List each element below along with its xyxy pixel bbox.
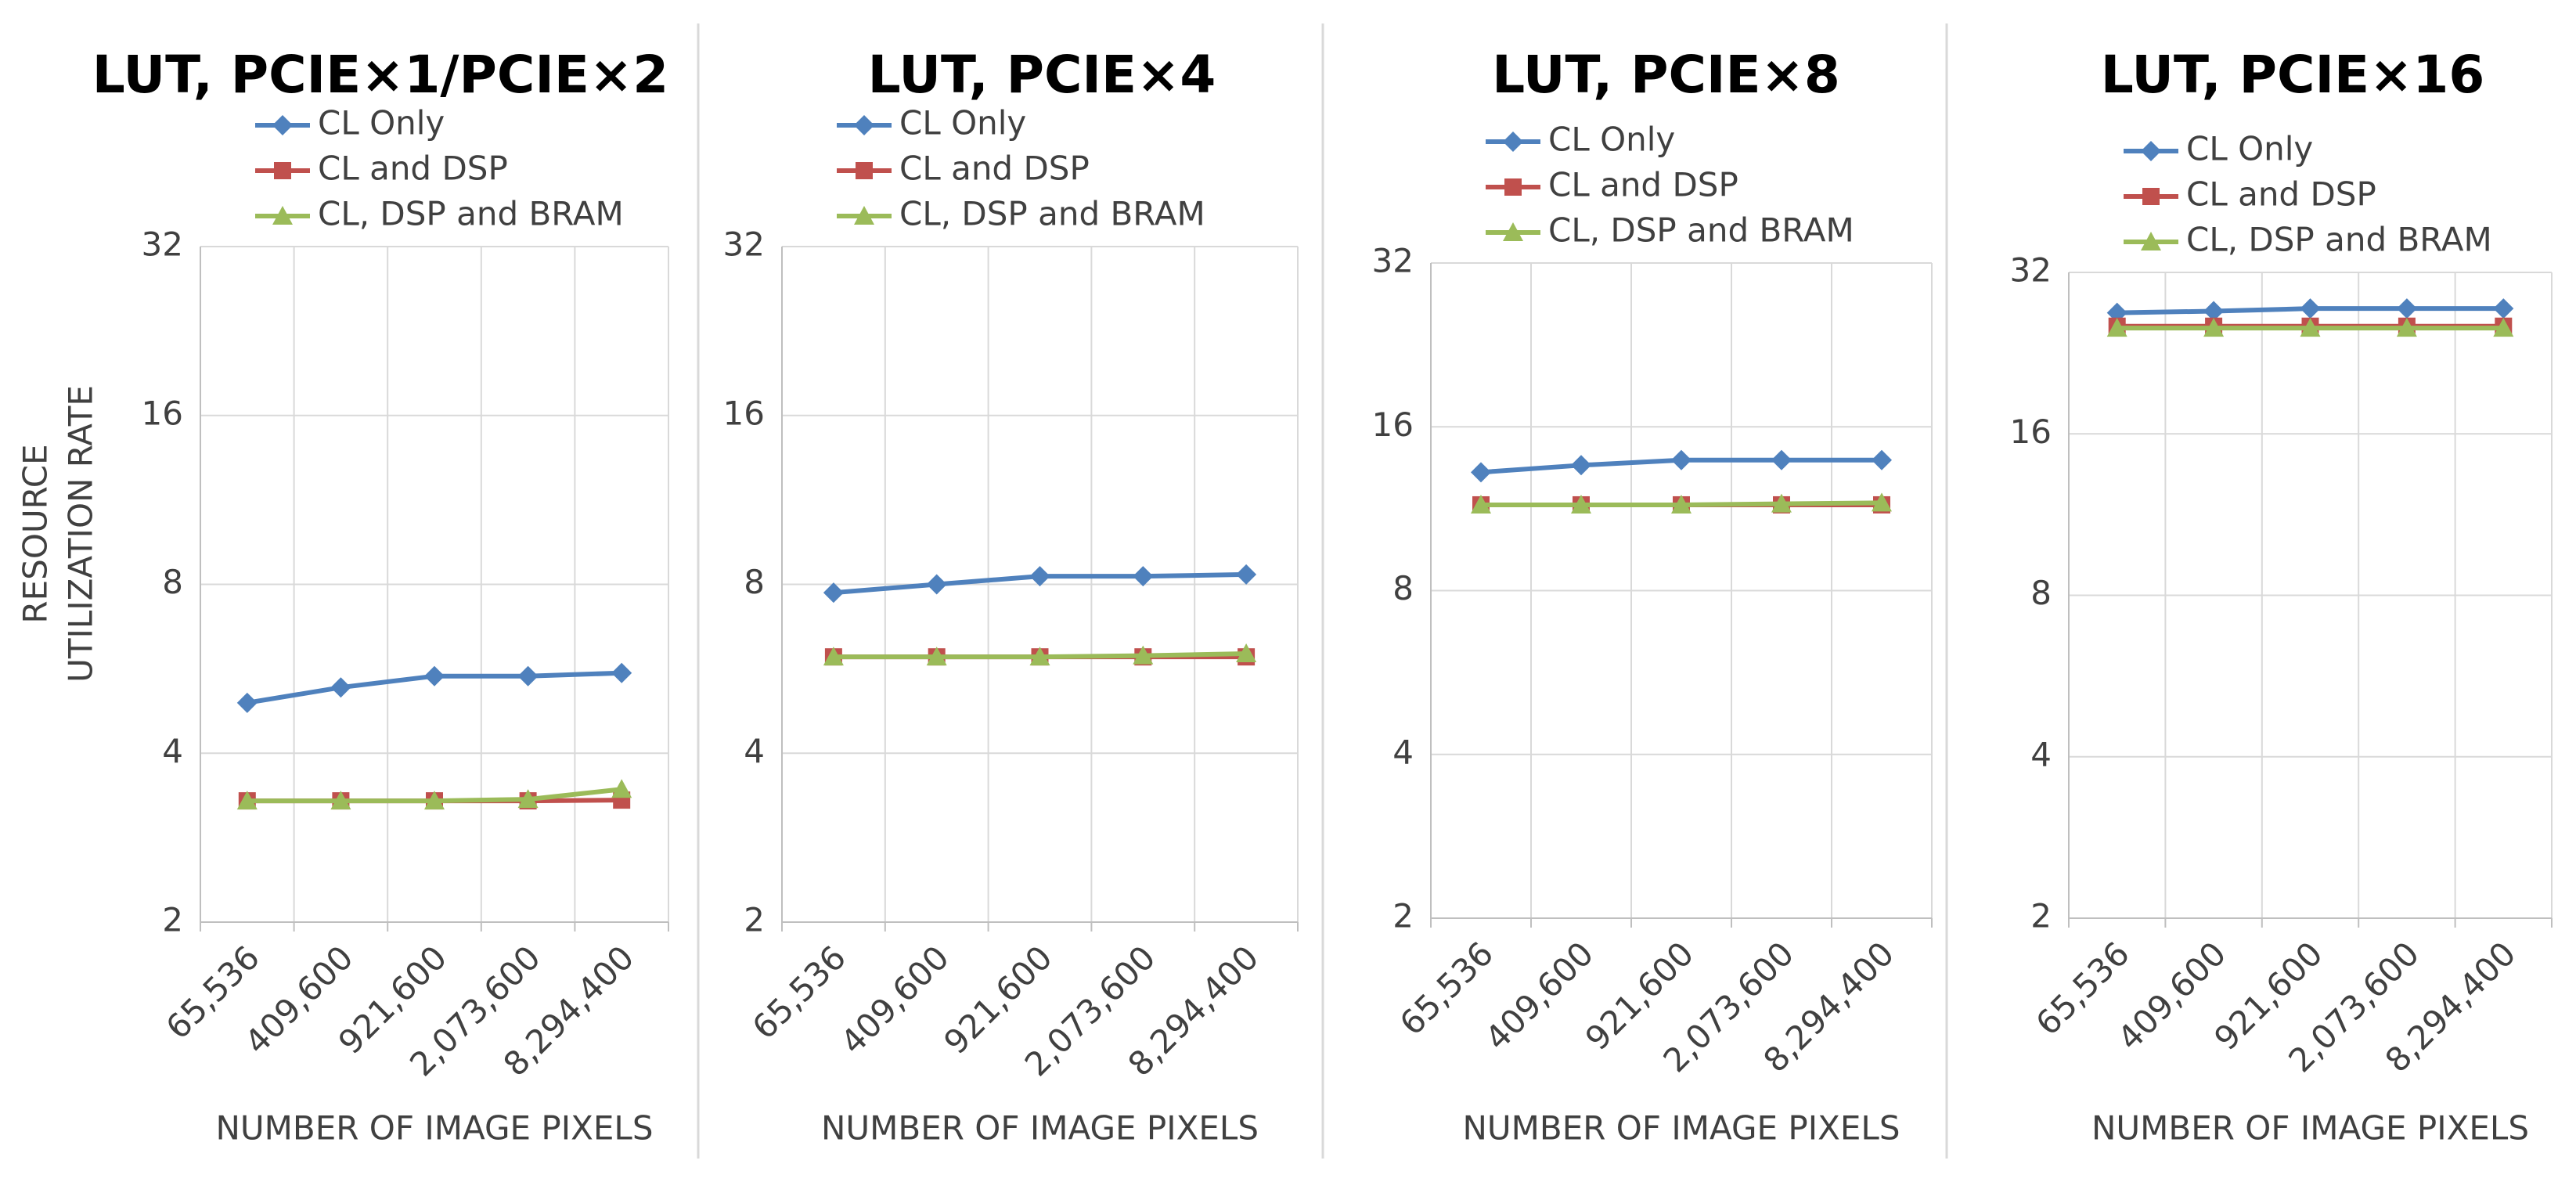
y-tick-label: 32	[142, 225, 183, 264]
marker	[1771, 493, 1792, 513]
x-axis-title: NUMBER OF IMAGE PIXELS	[2091, 1109, 2529, 1148]
chart-title: LUT, PCIE×4	[868, 45, 1216, 105]
marker	[1029, 566, 1050, 587]
x-axis-title: NUMBER OF IMAGE PIXELS	[1463, 1109, 1900, 1148]
y-tick-label: 32	[2010, 251, 2052, 290]
marker	[1236, 643, 1257, 663]
y-tick-label: 16	[1372, 405, 1414, 444]
marker	[2300, 298, 2321, 319]
y-tick-label: 8	[162, 563, 183, 601]
legend-label: CL and DSP	[318, 150, 508, 188]
marker	[926, 574, 947, 595]
marker	[1671, 449, 1692, 470]
legend-label: CL and DSP	[899, 150, 1090, 188]
legend-marker	[272, 115, 293, 135]
marker	[1671, 494, 1692, 514]
chart-title: LUT, PCIE×8	[1492, 45, 1840, 105]
marker	[611, 662, 632, 683]
legend-marker	[274, 162, 291, 179]
legend-marker	[2142, 188, 2160, 205]
marker	[1133, 645, 1154, 665]
marker	[1771, 449, 1792, 470]
legend-label: CL Only	[2186, 130, 2313, 168]
marker	[1236, 564, 1257, 585]
legend-label: CL Only	[318, 104, 445, 142]
legend-marker	[1504, 178, 1522, 196]
marker	[236, 692, 258, 713]
chart-title: LUT, PCIE×1/PCIE×2	[92, 45, 668, 105]
marker	[236, 791, 258, 810]
marker	[2106, 318, 2127, 337]
marker	[1571, 455, 1591, 476]
y-tick-label: 32	[1372, 242, 1414, 280]
marker	[330, 791, 351, 810]
y-tick-label: 8	[744, 563, 765, 601]
marker	[611, 779, 632, 798]
y-axis-title: RESOURCE	[16, 444, 55, 623]
legend-marker	[2141, 141, 2161, 161]
y-tick-label: 2	[744, 901, 765, 939]
legend-label: CL and DSP	[1548, 166, 1738, 204]
y-tick-label: 2	[2030, 897, 2052, 935]
marker	[1133, 566, 1154, 587]
y-tick-label: 2	[1392, 897, 1414, 935]
marker	[424, 665, 445, 686]
marker	[2203, 301, 2225, 322]
marker	[2493, 298, 2514, 319]
marker	[2300, 318, 2321, 337]
legend-label: CL Only	[899, 104, 1026, 142]
chart-title: LUT, PCIE×16	[2101, 45, 2485, 105]
marker	[1571, 494, 1591, 514]
legend-marker	[854, 206, 874, 225]
marker	[2396, 318, 2417, 337]
x-axis-title: NUMBER OF IMAGE PIXELS	[821, 1109, 1259, 1148]
marker	[2493, 318, 2514, 337]
legend-label: CL, DSP and BRAM	[1548, 211, 1854, 250]
y-tick-label: 8	[1392, 569, 1414, 607]
marker	[1471, 462, 1491, 483]
legend-marker	[272, 206, 293, 225]
marker	[1471, 494, 1491, 514]
y-tick-label: 16	[723, 394, 765, 432]
marker	[517, 789, 539, 809]
y-axis-title: UTILIZATION RATE	[62, 385, 100, 683]
marker	[2203, 318, 2225, 337]
marker	[2396, 298, 2417, 319]
marker	[330, 677, 351, 698]
y-tick-label: 8	[2030, 574, 2052, 612]
marker	[823, 582, 844, 604]
legend-marker	[1503, 132, 1523, 152]
legend-label: CL Only	[1548, 121, 1675, 159]
marker	[1872, 492, 1892, 512]
y-tick-label: 32	[723, 225, 765, 264]
y-tick-label: 2	[162, 901, 183, 939]
x-axis-title: NUMBER OF IMAGE PIXELS	[216, 1109, 654, 1148]
y-tick-label: 16	[2010, 413, 2052, 451]
marker	[1872, 449, 1892, 470]
legend-marker	[1503, 222, 1523, 241]
y-tick-label: 4	[2030, 735, 2052, 773]
marker	[926, 647, 947, 666]
marker	[424, 791, 445, 810]
marker	[823, 647, 844, 666]
y-tick-label: 16	[142, 394, 183, 432]
y-tick-label: 4	[1392, 733, 1414, 771]
y-tick-label: 4	[744, 732, 765, 770]
marker	[517, 665, 539, 686]
legend-label: CL and DSP	[2186, 175, 2376, 214]
legend-marker	[854, 115, 874, 135]
y-tick-label: 4	[162, 732, 183, 770]
legend-marker	[856, 162, 873, 179]
legend-marker	[2141, 232, 2161, 250]
marker	[1029, 647, 1050, 666]
legend-label: CL, DSP and BRAM	[899, 195, 1205, 233]
legend-label: CL, DSP and BRAM	[318, 195, 624, 233]
legend-label: CL, DSP and BRAM	[2186, 221, 2492, 259]
